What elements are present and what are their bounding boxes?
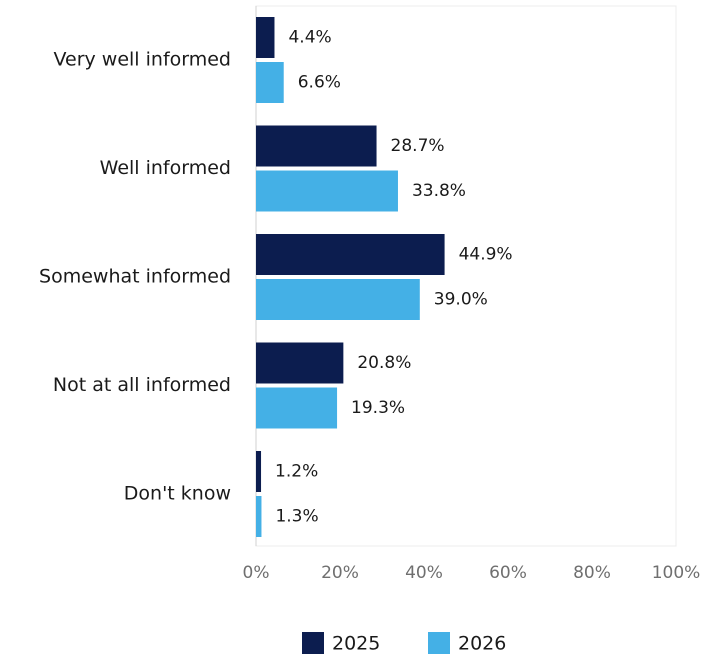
legend-label-2026: 2026: [458, 633, 506, 655]
category-label-very-well-informed: Very well informed: [53, 49, 231, 71]
bar-2026-not-at-all-informed: [256, 387, 338, 429]
legend-label-2025: 2025: [332, 633, 380, 655]
value-labels: 4.4% 6.6% 28.7% 33.8% 44.9% 39.0% 20.8% 19.3% 1.…: [275, 28, 513, 527]
data-label-2025-don-t-know: 1.2%: [275, 462, 318, 482]
bar-2026-don-t-know: [256, 496, 262, 537]
bar-2025-very-well-informed: [256, 17, 275, 58]
bars: [256, 17, 445, 537]
data-label-2025-not-at-all-informed: 20.8%: [357, 353, 411, 373]
legend: 2025 2026: [302, 632, 506, 655]
data-label-2025-somewhat-informed: 44.9%: [459, 245, 513, 265]
bar-2025-somewhat-informed: [256, 234, 445, 275]
x-tick-label-80: 80%: [573, 563, 611, 583]
bar-2026-somewhat-informed: [256, 279, 420, 320]
bar-2026-very-well-informed: [256, 62, 284, 103]
bar-2025-well-informed: [256, 125, 377, 167]
bar-2025-don-t-know: [256, 451, 262, 492]
x-tick-label-20: 20%: [321, 563, 359, 583]
category-label-well-informed: Well informed: [100, 157, 231, 179]
category-label-somewhat-informed: Somewhat informed: [39, 266, 231, 288]
category-label-don-t-know: Don't know: [124, 483, 231, 505]
x-axis-tick-labels: 0% 20% 40% 60% 80% 100%: [243, 563, 701, 583]
data-label-2025-well-informed: 28.7%: [391, 136, 445, 156]
x-tick-label-100: 100%: [652, 563, 701, 583]
legend-swatch-2026: [428, 632, 450, 654]
data-label-2026-not-at-all-informed: 19.3%: [351, 398, 405, 418]
data-label-2026-well-informed: 33.8%: [412, 181, 466, 201]
legend-swatch-2025: [302, 632, 324, 654]
x-tick-label-60: 60%: [489, 563, 527, 583]
plot-area: [255, 5, 677, 547]
bar-2026-well-informed: [256, 170, 398, 212]
data-label-2025-very-well-informed: 4.4%: [288, 28, 331, 48]
x-tick-label-40: 40%: [405, 563, 443, 583]
data-label-2026-somewhat-informed: 39.0%: [434, 290, 488, 310]
category-label-not-at-all-informed: Not at all informed: [53, 374, 231, 396]
bar-2025-not-at-all-informed: [256, 342, 344, 384]
data-label-2026-don-t-know: 1.3%: [275, 507, 318, 527]
category-labels: Very well informed Well informed Somewhat …: [39, 49, 231, 505]
x-tick-label-0: 0%: [243, 563, 270, 583]
data-label-2026-very-well-informed: 6.6%: [298, 73, 341, 93]
